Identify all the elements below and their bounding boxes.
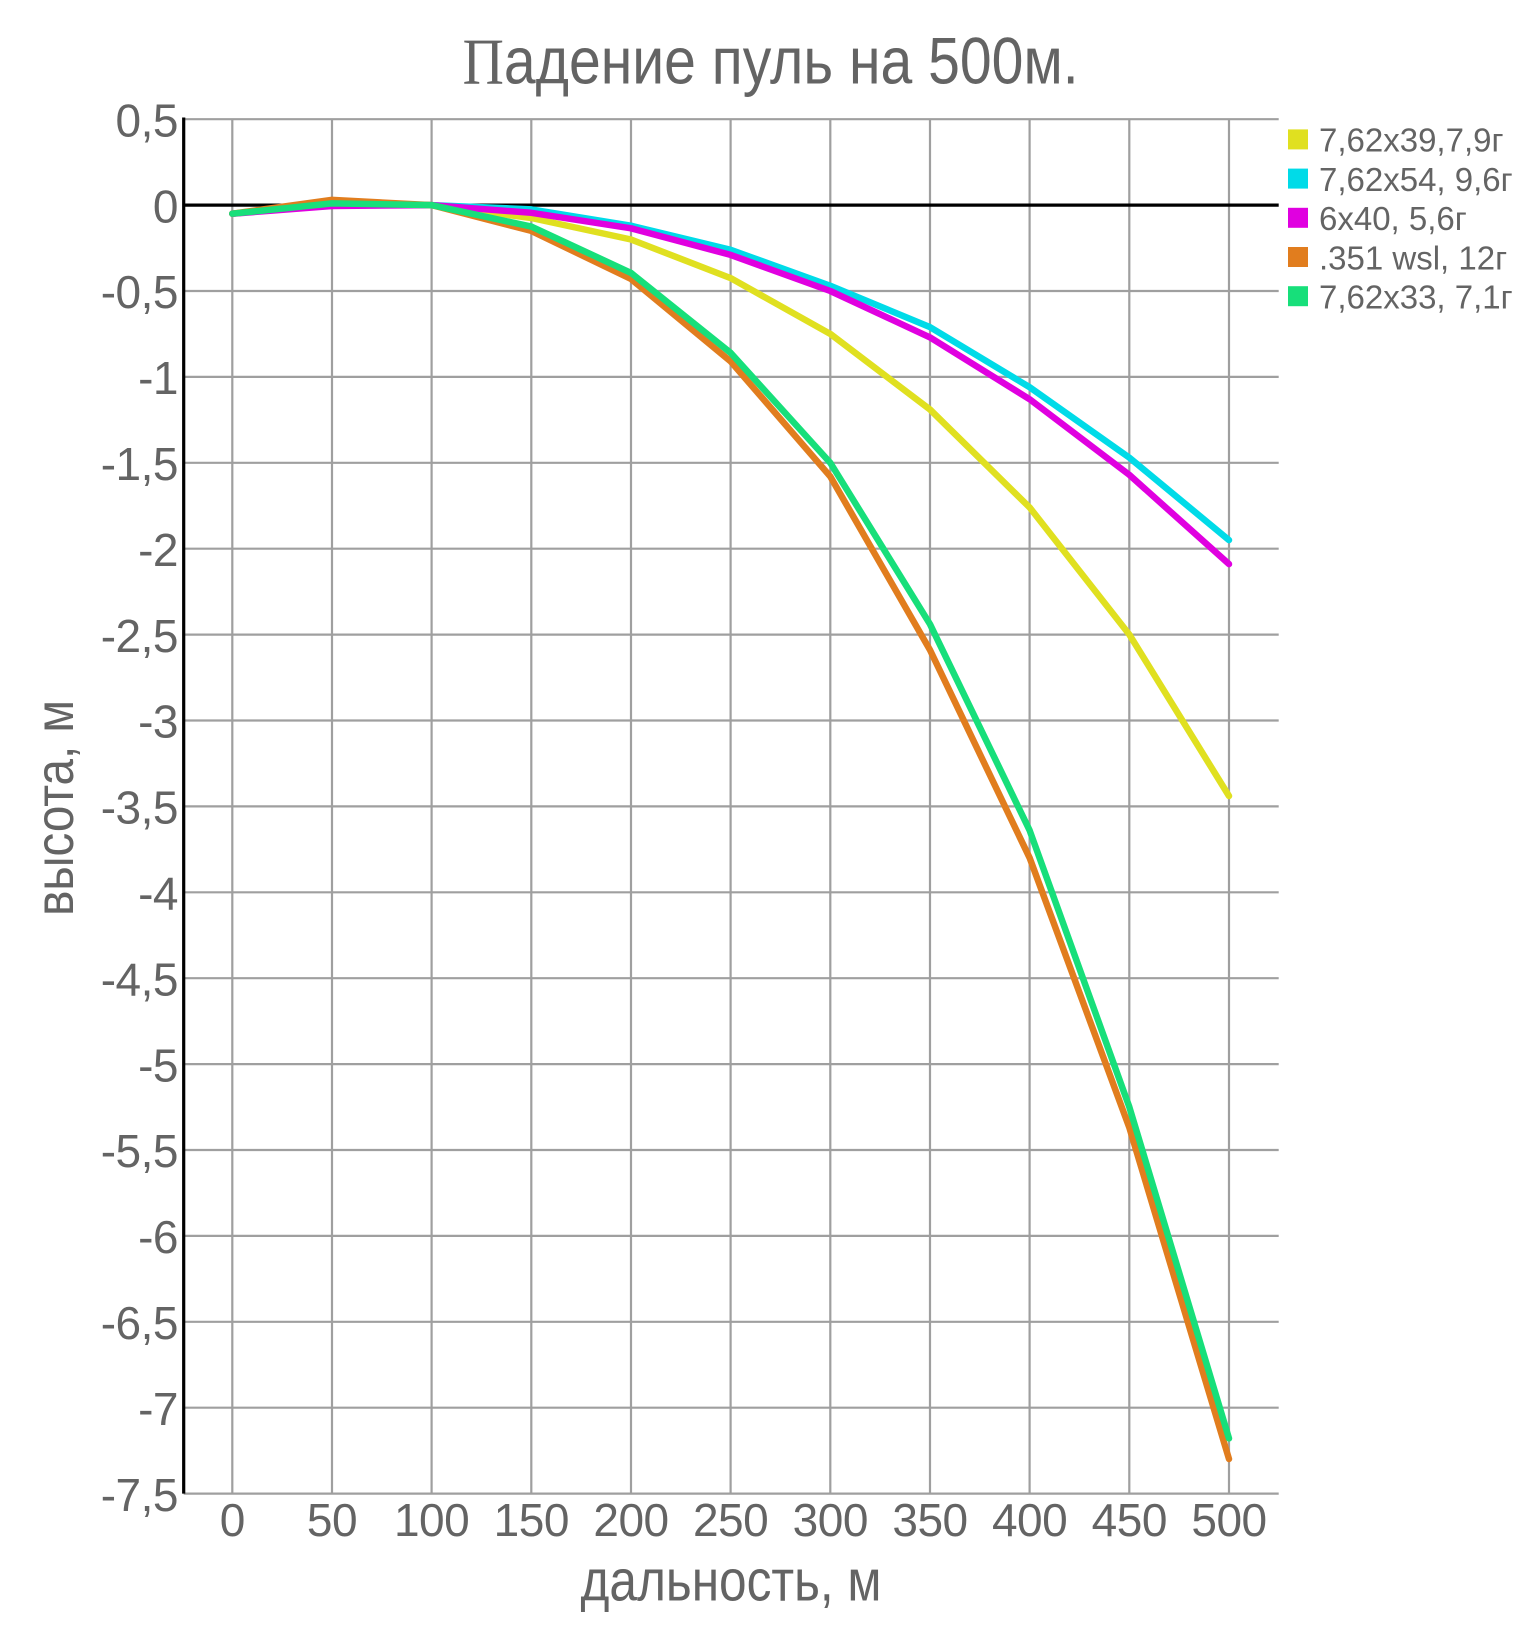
svg-text:дальность, м: дальность, м	[581, 1549, 882, 1614]
svg-text:.351 wsl, 12г: .351 wsl, 12г	[1319, 239, 1507, 276]
svg-text:-4,5: -4,5	[101, 953, 178, 1005]
svg-text:500: 500	[1191, 1494, 1266, 1546]
svg-text:-0,5: -0,5	[101, 266, 178, 318]
svg-text:-7: -7	[138, 1383, 178, 1435]
svg-text:-1,5: -1,5	[101, 438, 178, 490]
svg-text:6x40, 5,6г: 6x40, 5,6г	[1319, 200, 1467, 237]
svg-text:50: 50	[307, 1494, 357, 1546]
svg-text:0: 0	[220, 1494, 245, 1546]
svg-text:-1: -1	[138, 352, 178, 404]
svg-text:250: 250	[693, 1494, 768, 1546]
svg-text:-2: -2	[138, 524, 178, 576]
svg-text:-6,5: -6,5	[101, 1297, 178, 1349]
svg-text:300: 300	[793, 1494, 868, 1546]
svg-text:высота, м: высота, м	[25, 700, 85, 916]
svg-text:200: 200	[593, 1494, 668, 1546]
svg-text:400: 400	[992, 1494, 1067, 1546]
svg-text:350: 350	[892, 1494, 967, 1546]
svg-text:7,62x39,7,9г: 7,62x39,7,9г	[1319, 122, 1504, 159]
svg-text:-4: -4	[138, 868, 178, 920]
svg-text:-3: -3	[138, 696, 178, 748]
svg-text:0: 0	[153, 180, 178, 232]
svg-text:-5,5: -5,5	[101, 1125, 178, 1177]
svg-text:-5: -5	[138, 1039, 178, 1091]
svg-text:7,62x54, 9,6г: 7,62x54, 9,6г	[1319, 161, 1513, 198]
svg-text:Падение пуль на 500м.: Падение пуль на 500м.	[463, 24, 1079, 99]
svg-text:100: 100	[394, 1494, 469, 1546]
svg-text:-6: -6	[138, 1211, 178, 1263]
svg-text:0,5: 0,5	[116, 94, 178, 146]
svg-text:450: 450	[1092, 1494, 1167, 1546]
svg-text:-7,5: -7,5	[101, 1469, 178, 1521]
svg-text:-2,5: -2,5	[101, 610, 178, 662]
svg-text:7,62x33, 7,1г: 7,62x33, 7,1г	[1319, 279, 1513, 316]
svg-text:-3,5: -3,5	[101, 782, 178, 834]
svg-text:150: 150	[494, 1494, 569, 1546]
